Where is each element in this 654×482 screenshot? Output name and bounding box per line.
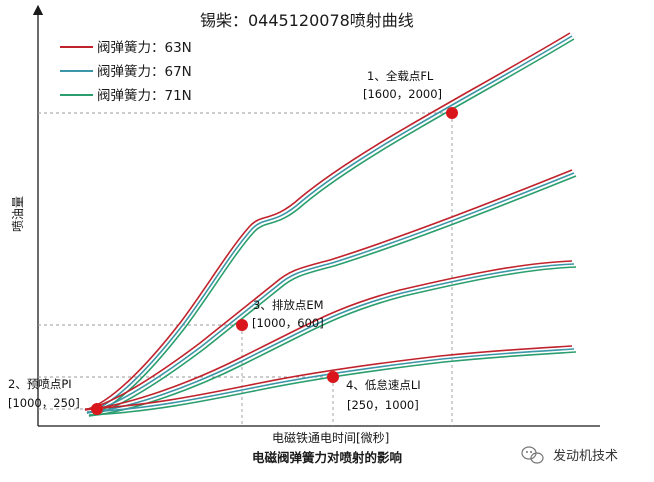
y-axis-label: 喷油量 — [11, 196, 25, 232]
point-label-pi-name: 2、预喷点PI — [8, 377, 72, 391]
curve-family-4-63N — [84, 345, 573, 410]
point-marker-fl — [446, 107, 458, 119]
point-label-li-name: 4、低怠速点LI — [346, 378, 421, 392]
x-axis-label: 电磁铁通电时间[微秒] — [272, 430, 389, 445]
curve-family-2-71N — [88, 175, 577, 417]
curve-family-1-63N — [84, 32, 571, 411]
point-label-em-name: 3、排放点EM — [253, 298, 324, 312]
watermark-text: 发动机技术 — [553, 448, 618, 464]
watermark: 发动机技术 — [521, 446, 618, 464]
curve-family-3-71N — [88, 266, 577, 417]
legend-label-63N: 阀弹簧力：63N — [97, 40, 192, 56]
curve-family-1-67N — [86, 35, 573, 414]
curve-family-3-67N — [86, 263, 575, 414]
legend-label-67N: 阀弹簧力：67N — [97, 64, 192, 80]
curves — [84, 32, 577, 417]
point-label-li-value: [250，1000] — [347, 398, 419, 412]
point-label-fl-name: 1、全载点FL — [367, 69, 434, 83]
curve-family-2-67N — [86, 172, 575, 414]
point-label-fl-value: [1600，2000] — [363, 87, 442, 101]
legend-label-71N: 阀弹簧力：71N — [97, 88, 192, 104]
curve-family-4-67N — [86, 348, 575, 413]
point-label-em-value: [1000，600] — [252, 316, 324, 330]
chart-caption: 电磁阀弹簧力对喷射的影响 — [252, 450, 402, 465]
curve-family-3-63N — [84, 260, 573, 411]
point-marker-li — [327, 371, 339, 383]
wechat-logo-icon — [521, 446, 544, 464]
point-label-pi-value: [1000，250] — [8, 396, 80, 410]
operating-points — [91, 107, 458, 415]
chart-title: 锡柴：0445120078喷射曲线 — [200, 11, 414, 30]
point-marker-pi — [91, 403, 103, 415]
legend: 阀弹簧力：63N 阀弹簧力：67N 阀弹簧力：71N — [60, 40, 192, 104]
curve-family-2-63N — [84, 169, 573, 411]
point-marker-em — [236, 319, 248, 331]
curve-family-1-71N — [88, 38, 575, 417]
curve-family-4-71N — [88, 351, 577, 416]
